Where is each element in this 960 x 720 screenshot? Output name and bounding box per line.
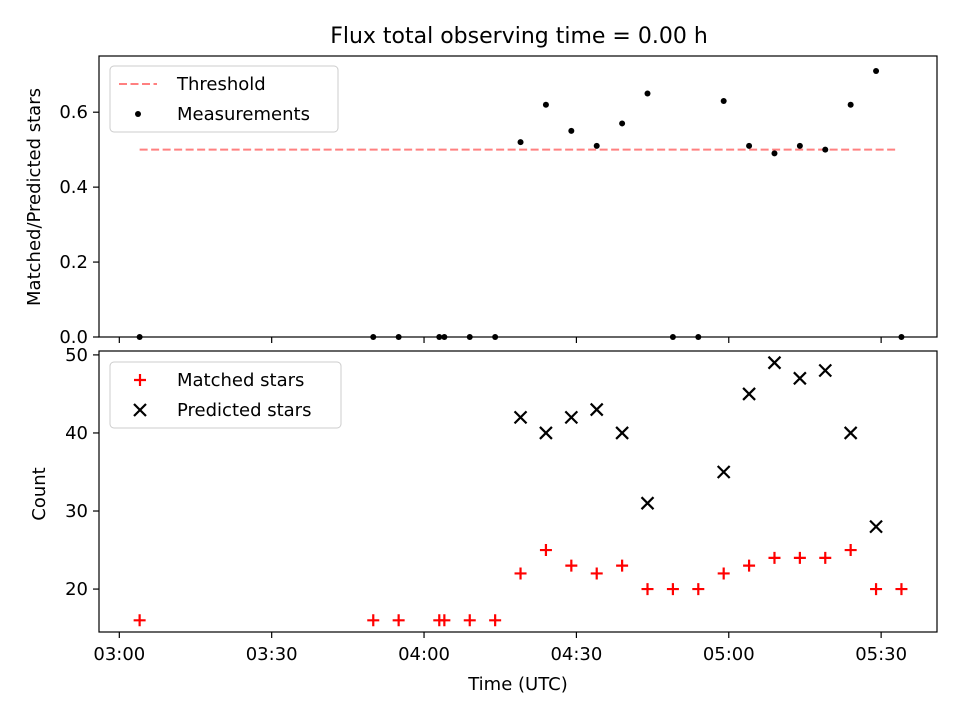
predicted-stars-point bbox=[589, 402, 604, 417]
legend-measurements-swatch bbox=[135, 111, 141, 117]
matched-stars-point bbox=[844, 544, 857, 557]
matched-stars-point bbox=[539, 544, 552, 557]
legend-predicted-label: Predicted stars bbox=[177, 400, 311, 421]
x-tick-label: 05:00 bbox=[703, 644, 755, 665]
matched-stars-point bbox=[616, 559, 629, 572]
measurement-point bbox=[796, 142, 803, 149]
matched-stars-point bbox=[565, 559, 578, 572]
matched-stars-point bbox=[590, 567, 603, 580]
legend-predicted-swatch bbox=[133, 403, 147, 417]
top-legend-box bbox=[109, 65, 339, 133]
matched-stars-point bbox=[895, 583, 908, 596]
predicted-stars-point bbox=[869, 519, 883, 534]
bottom-legend-box bbox=[109, 361, 342, 429]
measurement-point bbox=[593, 142, 600, 149]
bottom-y-tick-label: 20 bbox=[65, 579, 88, 600]
matched-stars-point bbox=[717, 567, 730, 580]
matched-stars-point bbox=[793, 551, 806, 564]
legend-matched-label: Matched stars bbox=[177, 370, 304, 391]
bottom-y-tick-label: 40 bbox=[65, 423, 88, 444]
chart-title: Flux total observing time = 0.00 h bbox=[330, 24, 708, 49]
legend-measurements-label: Measurements bbox=[177, 104, 310, 125]
x-tick-label: 03:00 bbox=[93, 644, 145, 665]
top-legend: Threshold Measurements bbox=[109, 65, 339, 133]
predicted-stars-point bbox=[742, 387, 756, 401]
bottom-legend: Matched stars Predicted stars bbox=[109, 361, 342, 429]
measurement-point bbox=[771, 150, 778, 157]
legend-threshold-label: Threshold bbox=[176, 74, 266, 95]
matched-stars-point bbox=[514, 567, 527, 580]
measurement-point bbox=[644, 90, 651, 97]
bottom-y-axis-label: Count bbox=[29, 467, 50, 520]
predicted-stars-point bbox=[539, 426, 553, 440]
predicted-stars-point bbox=[793, 371, 807, 386]
measurement-point bbox=[517, 139, 524, 146]
predicted-stars-point bbox=[615, 426, 629, 440]
matched-stars-point bbox=[463, 614, 476, 627]
x-tick-label: 04:30 bbox=[550, 644, 602, 665]
predicted-stars-point bbox=[513, 410, 528, 425]
x-tick-label: 05:30 bbox=[855, 644, 907, 665]
matched-stars-point bbox=[133, 614, 146, 627]
predicted-stars-point bbox=[843, 426, 858, 440]
predicted-stars-point bbox=[818, 363, 833, 378]
x-tick-label: 04:00 bbox=[398, 644, 450, 665]
matched-stars-point bbox=[870, 583, 883, 596]
predicted-stars-point bbox=[767, 355, 782, 370]
bottom-axes-frame bbox=[98, 350, 938, 633]
measurement-point bbox=[619, 120, 626, 127]
measurement-point bbox=[873, 67, 880, 74]
bottom-y-tick-label: 50 bbox=[65, 345, 88, 366]
measurement-point bbox=[720, 97, 727, 104]
matched-stars-point bbox=[692, 583, 705, 596]
matched-stars-point bbox=[438, 614, 451, 627]
predicted-stars-point bbox=[640, 496, 655, 510]
top-y-axis-label: Matched/Predicted stars bbox=[24, 88, 45, 306]
matched-stars-point bbox=[489, 614, 502, 627]
bottom-y-tick-label: 30 bbox=[65, 501, 88, 522]
matched-stars-point bbox=[768, 551, 781, 564]
bottom-panel: 03:00 03:30 04:00 04:30 05:00 05:30 20 30 40 50 C… bbox=[29, 345, 938, 695]
matched-stars-point bbox=[367, 614, 380, 627]
predicted-stars-point bbox=[716, 465, 731, 479]
top-y-tick-label: 0.4 bbox=[59, 177, 88, 198]
top-panel: 0.0 0.2 0.4 0.6 Matched/Predicted stars Thr… bbox=[24, 55, 938, 348]
measurement-point bbox=[847, 101, 854, 108]
measurement-point bbox=[746, 142, 753, 149]
top-axes-frame bbox=[98, 55, 938, 338]
matched-stars-point bbox=[743, 559, 756, 572]
matched-stars-point bbox=[666, 583, 679, 596]
x-tick-label: 03:30 bbox=[246, 644, 298, 665]
matched-stars-point bbox=[641, 583, 654, 596]
legend-matched-swatch bbox=[134, 374, 146, 386]
matched-stars-point bbox=[819, 551, 832, 564]
x-axis-label: Time (UTC) bbox=[467, 674, 568, 695]
matched-stars-point bbox=[392, 614, 405, 627]
measurement-point bbox=[568, 127, 575, 134]
measurement-point bbox=[822, 146, 829, 153]
measurement-point bbox=[542, 101, 549, 108]
top-y-tick-label: 0.6 bbox=[59, 102, 88, 123]
top-y-tick-label: 0.0 bbox=[59, 327, 88, 348]
predicted-stars-point bbox=[564, 410, 579, 425]
top-y-tick-label: 0.2 bbox=[59, 252, 88, 273]
